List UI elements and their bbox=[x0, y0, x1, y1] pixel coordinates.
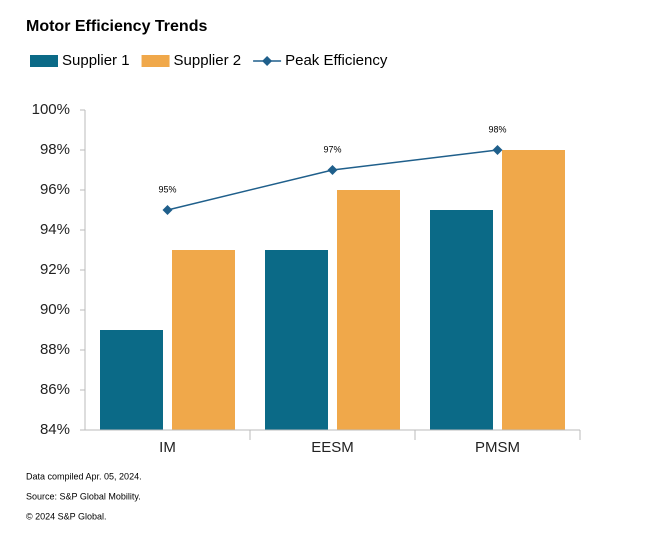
y-tick-label: 84% bbox=[40, 421, 70, 438]
bar bbox=[502, 150, 565, 430]
legend: Supplier 1 Supplier 2 Peak Efficiency bbox=[30, 52, 388, 69]
marker bbox=[162, 205, 173, 215]
legend-marker bbox=[262, 56, 273, 66]
legend-swatch bbox=[141, 55, 170, 67]
y-tick-label: 92% bbox=[40, 261, 70, 278]
legend-label: Peak Efficiency bbox=[285, 52, 388, 69]
x-tick-label: IM bbox=[159, 439, 176, 456]
value-label: 95% bbox=[158, 184, 176, 194]
x-tick-label: EESM bbox=[311, 439, 354, 456]
bar bbox=[100, 330, 163, 430]
y-tick-label: 98% bbox=[40, 141, 70, 158]
bar bbox=[337, 190, 400, 430]
footnote: Source: S&P Global Mobility. bbox=[26, 491, 141, 501]
y-tick-label: 86% bbox=[40, 381, 70, 398]
y-tick-label: 100% bbox=[32, 101, 70, 118]
y-tick-label: 88% bbox=[40, 341, 70, 358]
footnote: © 2024 S&P Global. bbox=[26, 511, 107, 521]
y-tick-label: 90% bbox=[40, 301, 70, 318]
footnote: Data compiled Apr. 05, 2024. bbox=[26, 471, 142, 481]
y-tick-label: 94% bbox=[40, 221, 70, 238]
legend-swatch bbox=[30, 55, 58, 67]
legend-label: Supplier 1 bbox=[62, 52, 130, 69]
bar bbox=[265, 250, 328, 430]
legend-label: Supplier 2 bbox=[174, 52, 242, 69]
value-label: 97% bbox=[323, 144, 341, 154]
bar bbox=[430, 210, 493, 430]
y-tick-label: 96% bbox=[40, 181, 70, 198]
bar bbox=[172, 250, 235, 430]
value-label: 98% bbox=[488, 124, 506, 134]
line bbox=[167, 149, 498, 211]
x-tick-label: PMSM bbox=[475, 439, 520, 456]
marker bbox=[492, 145, 503, 155]
chart-title: Motor Efficiency Trends bbox=[26, 18, 207, 35]
marker bbox=[327, 165, 338, 175]
